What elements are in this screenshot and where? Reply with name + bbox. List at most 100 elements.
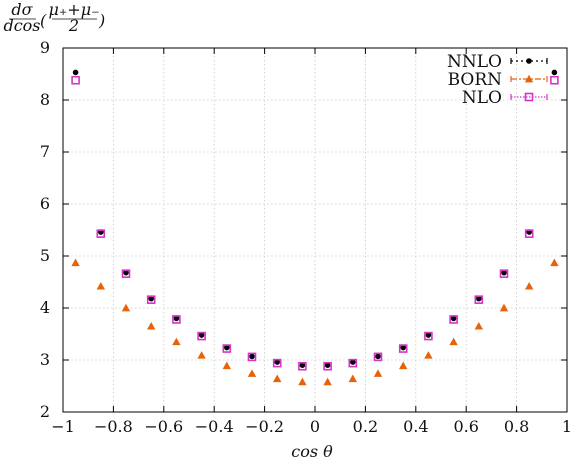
legend-marker [524,92,534,102]
data-point-nlo [348,358,358,368]
data-point-nnlo [400,344,407,351]
data-point-nlo [424,331,433,341]
series-nnlo [72,69,558,369]
ylabel-close-paren: ) [98,11,105,30]
data-marks [71,69,559,386]
data-point-nlo [323,361,332,371]
x-tick-label: 0 [310,417,320,436]
data-point-nnlo [425,332,432,338]
data-point-born [298,377,307,386]
y-tick-label: 3 [40,350,50,369]
data-point-born [147,322,156,330]
data-point-nnlo [123,269,129,276]
data-point-nnlo [274,359,281,365]
ylabel-frac2-den: 2 [68,16,79,35]
data-point-born [373,369,383,377]
legend-marker [524,74,534,83]
ylabel-open-paren: ( [40,11,47,30]
data-point-born [172,337,181,346]
data-point-nnlo [375,353,381,360]
data-point-nlo [172,315,181,324]
grid [63,48,567,412]
ylabel-frac2-num: μ₊+μ₋ [48,0,99,19]
y-tick-label: 2 [40,402,50,421]
legend-label: NLO [462,88,502,108]
data-point-born [96,281,105,290]
x-tick-label: −0.8 [94,417,133,436]
series-born [71,258,559,386]
data-point-born [121,303,131,312]
y-tick-label: 9 [40,38,50,57]
data-point-nlo [474,295,484,304]
data-point-nlo [398,344,408,353]
data-point-nlo [197,331,206,341]
data-point-nlo [222,344,232,353]
x-tick-label: 0.4 [403,417,428,436]
data-point-born [525,281,534,290]
data-point-nlo [272,358,282,368]
data-point-born [499,303,509,312]
y-tick-label: 6 [40,194,50,213]
data-point-nnlo [173,315,180,322]
x-axis-title: cos θ [291,442,333,461]
data-point-born [247,369,257,377]
x-tick-label: 0.8 [504,417,529,436]
data-point-nnlo [350,359,356,365]
data-point-nlo [96,229,106,238]
data-point-born [71,258,80,267]
data-point-born [424,351,433,359]
data-point-nnlo [72,69,79,76]
data-point-nnlo [476,295,482,302]
ylabel-frac1-num: dσ [11,0,33,19]
x-tick-label: −1 [51,417,75,436]
data-point-born [399,361,408,370]
y-tick-label: 4 [40,298,50,317]
data-point-born [222,361,231,370]
legend-item-born: BORN [448,70,548,90]
data-point-nlo [449,315,458,324]
data-point-nnlo [324,362,331,369]
data-point-born [550,258,559,267]
data-point-nlo [146,295,156,304]
legend-item-nlo: NLO [462,88,548,108]
x-tick-label: 0.6 [453,417,478,436]
legend-marker [526,58,532,64]
x-tick-label: −0.2 [245,417,284,436]
data-point-born [323,377,332,386]
data-point-born [348,374,357,383]
data-point-nnlo [551,69,558,76]
data-point-nnlo [249,353,255,360]
ylabel-frac1-den: dcos [3,16,40,35]
data-point-born [273,374,282,383]
legend-label: NNLO [447,52,502,72]
y-tick-label: 7 [40,142,50,161]
data-point-born [197,351,206,359]
legend-item-nnlo: NNLO [447,52,548,72]
x-tick-label: 1 [562,417,572,436]
legend-label: BORN [448,70,503,90]
y-tick-label: 5 [40,246,50,265]
data-point-nlo [499,269,509,278]
axis-ticks: −1 −0.8 −0.6 −0.4 −0.2 0 0.2 0.4 0.6 0.8 1 2 3 4 5 6 7 8 9 [40,38,572,436]
y-tick-label: 8 [40,90,50,109]
data-point-nlo [247,352,257,362]
data-point-nlo [298,361,307,371]
data-point-nnlo [501,269,507,276]
data-point-nlo [121,269,131,278]
data-point-nnlo [198,332,205,338]
x-tick-label: −0.4 [195,417,234,436]
data-point-nnlo [148,295,154,302]
data-point-nlo [71,75,80,85]
series-nlo [71,75,559,371]
x-tick-label: 0.2 [353,417,378,436]
data-point-born [474,322,483,330]
data-point-nlo [550,75,559,85]
data-point-nlo [524,229,534,238]
x-tick-label: −0.6 [144,417,183,436]
data-point-nnlo [224,344,230,351]
data-point-nnlo [450,315,457,322]
data-point-nnlo [299,362,306,369]
